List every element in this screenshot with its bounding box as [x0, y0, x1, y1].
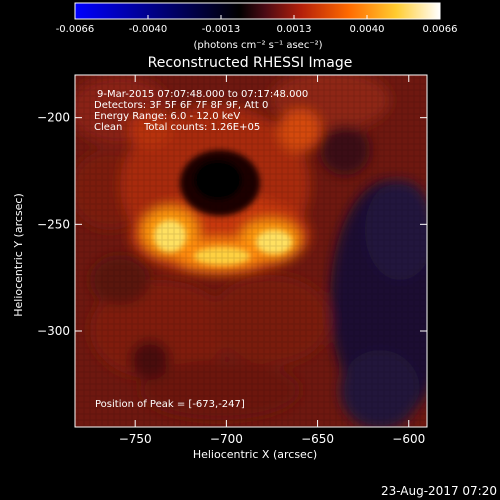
- annotation-time-range: 9-Mar-2015 07:07:48.000 to 07:17:48.000: [97, 89, 308, 100]
- x-tick-label: −750: [119, 432, 152, 446]
- colorbar-tick-label: -0.0013: [202, 24, 241, 35]
- annotation-peak-position: Position of Peak = [-673,-247]: [95, 399, 245, 410]
- y-axis: −200 −250 −300: [37, 111, 427, 338]
- colorbar-ticks: -0.0066 -0.0040 -0.0013 0.0013 0.0040 0.0066: [56, 15, 458, 35]
- colorbar-unit-label: (photons cm⁻² s⁻¹ asec⁻²): [193, 40, 322, 51]
- y-tick-label: −200: [37, 111, 70, 125]
- colorbar-tick-label: 0.0040: [350, 24, 385, 35]
- annotation-detectors: Detectors: 3F 5F 6F 7F 8F 9F, Att 0: [94, 100, 268, 111]
- y-tick-label: −300: [37, 324, 70, 338]
- chart-title: Reconstructed RHESSI Image: [148, 55, 353, 71]
- colorbar-tick-label: 0.0066: [423, 24, 458, 35]
- plot-frame: [74, 74, 428, 428]
- x-tick-label: −600: [392, 432, 425, 446]
- x-axis-label: Heliocentric X (arcsec): [193, 448, 317, 461]
- x-axis: −750 −700 −650 −600: [119, 75, 425, 446]
- colorbar: -0.0066 -0.0040 -0.0013 0.0013 0.0040 0.0066 …: [56, 2, 458, 51]
- x-tick-label: −700: [210, 432, 243, 446]
- colorbar-gradient: [74, 2, 441, 20]
- y-tick-label: −250: [37, 217, 70, 231]
- x-tick-label: −650: [301, 432, 334, 446]
- colorbar-tick-label: -0.0040: [129, 24, 168, 35]
- annotation-clean: Clean: [94, 122, 122, 133]
- annotation-energy-range: Energy Range: 6.0 - 12.0 keV: [94, 111, 240, 122]
- y-axis-label: Heliocentric Y (arcsec): [12, 193, 25, 317]
- annotation-total-counts: Total counts: 1.26E+05: [143, 122, 260, 133]
- footer-timestamp: 23-Aug-2017 07:20: [381, 484, 497, 498]
- heatmap-image: [75, 75, 427, 427]
- colorbar-tick-label: -0.0066: [56, 24, 95, 35]
- colorbar-tick-label: 0.0013: [277, 24, 312, 35]
- annotations: 9-Mar-2015 07:07:48.000 to 07:17:48.000 …: [94, 89, 308, 410]
